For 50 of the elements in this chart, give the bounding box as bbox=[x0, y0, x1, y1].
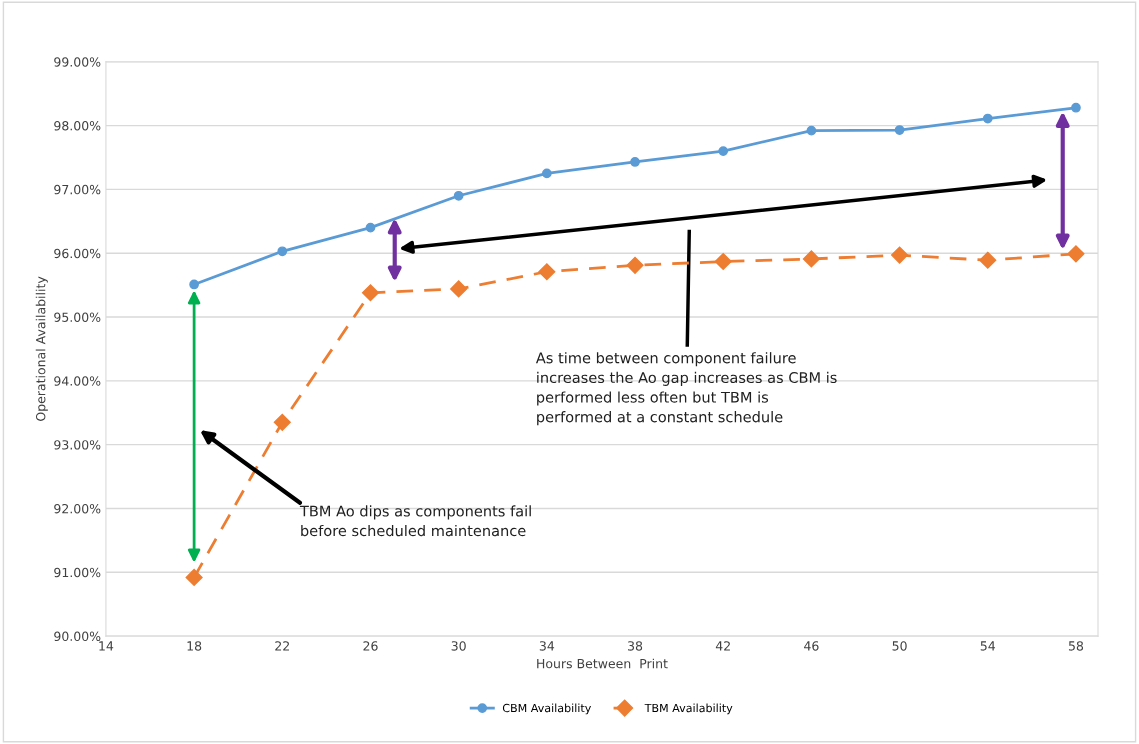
point bbox=[453, 190, 464, 201]
x-tick-label: 26 bbox=[363, 641, 378, 651]
point bbox=[894, 125, 905, 135]
x-tick-label: 22 bbox=[275, 641, 289, 651]
annotation: TBM Ao dips as components fail before scheduled maintenance bbox=[299, 505, 531, 537]
y-tick-label: 95.00% bbox=[54, 312, 101, 322]
y-tick-label: 97.00% bbox=[54, 184, 101, 195]
x-tick-label: 34 bbox=[539, 641, 555, 651]
x-tick-label: 50 bbox=[892, 641, 907, 651]
y-tick-label: 90.00% bbox=[54, 631, 101, 642]
point bbox=[1067, 245, 1085, 263]
y-tick-label: 98.00% bbox=[54, 121, 101, 131]
x-tick-label: 46 bbox=[804, 641, 819, 651]
point bbox=[541, 168, 552, 179]
x-tick-label: 42 bbox=[715, 641, 730, 651]
x-tick-label: 14 bbox=[99, 641, 114, 651]
y-tick-label: 92.00% bbox=[54, 503, 101, 514]
x-tick-label: 54 bbox=[980, 641, 996, 651]
point bbox=[273, 413, 291, 431]
point bbox=[626, 256, 644, 274]
point bbox=[802, 250, 820, 268]
point bbox=[979, 251, 997, 269]
point bbox=[891, 246, 909, 264]
point bbox=[982, 113, 993, 124]
point bbox=[277, 246, 288, 257]
x-tick-label: 58 bbox=[1068, 641, 1084, 651]
point bbox=[806, 125, 817, 136]
x-axis-title: Hours Between Print bbox=[537, 658, 668, 669]
point bbox=[714, 252, 732, 271]
point bbox=[450, 280, 468, 298]
y-tick-label: 99.00% bbox=[54, 57, 101, 67]
point bbox=[361, 284, 380, 302]
point bbox=[718, 146, 729, 156]
legend-label: CBM Availability bbox=[502, 703, 591, 715]
point bbox=[365, 222, 376, 233]
x-tick-label: 38 bbox=[628, 641, 643, 651]
point bbox=[1071, 102, 1081, 113]
point bbox=[630, 157, 640, 167]
point bbox=[538, 263, 556, 281]
annotation: As time between component failure increases the Ao gap increases as CBM is performed less often but TBM is performed at a constant schedule bbox=[535, 352, 837, 426]
y-tick-label: 96.00% bbox=[54, 248, 101, 259]
point bbox=[189, 279, 199, 290]
y-tick-label: 94.00% bbox=[54, 376, 101, 386]
legend-label: TBM Availability bbox=[644, 703, 733, 715]
y-axis-title: Operational Availability bbox=[35, 276, 48, 421]
x-tick-label: 18 bbox=[187, 641, 202, 651]
point bbox=[185, 568, 203, 586]
x-tick-label: 30 bbox=[451, 641, 466, 651]
y-tick-label: 93.00% bbox=[54, 440, 101, 450]
y-tick-label: 91.00% bbox=[54, 567, 101, 578]
